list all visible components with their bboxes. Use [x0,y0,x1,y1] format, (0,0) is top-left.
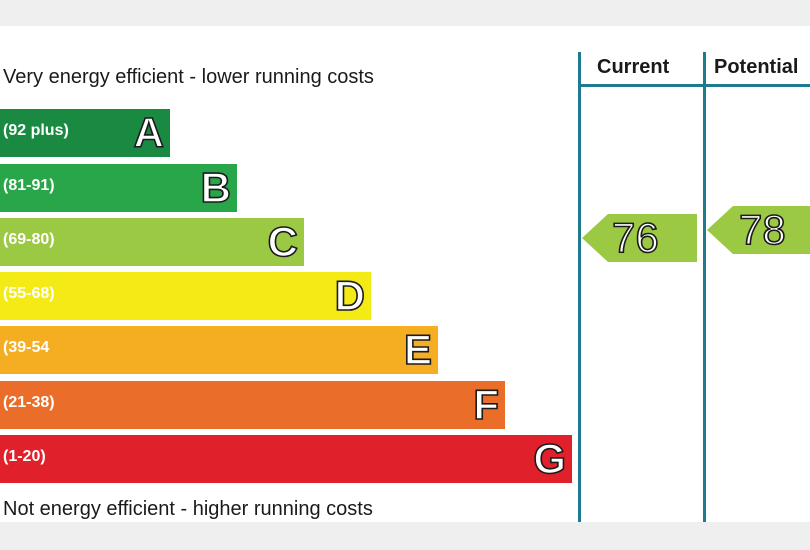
band-e-range: (39-54 [3,339,50,356]
potential-column-header: Potential [714,56,799,78]
band-f: (21-38) F [0,381,505,429]
band-d-range: (55-68) [3,285,55,302]
band-g-letter: G [533,435,567,483]
band-b-range: (81-91) [3,177,55,194]
current-rating-arrow: 76 [582,213,697,262]
band-c-range: (69-80) [3,231,55,248]
column-header-underline [578,84,810,87]
band-c: (69-80) C [0,218,304,266]
potential-rating-arrow-fill [707,206,810,254]
band-e-letter: E [403,326,433,374]
potential-rating-arrow: 78 [707,205,810,254]
band-a-range: (92 plus) [3,122,69,139]
band-g: (1-20) G [0,435,572,483]
band-d: (55-68) D [0,272,371,320]
band-e: (39-54 E [0,326,438,374]
current-rating-arrow-shape [582,214,697,262]
current-rating-value: 76 [611,213,659,262]
potential-rating-arrow-shape [707,206,810,254]
band-b-letter: B [200,164,232,212]
epc-chart: Very energy efficient - lower running co… [0,26,810,522]
current-column-left-divider [578,52,581,522]
band-d-letter: D [334,272,366,320]
band-g-range: (1-20) [3,448,46,465]
band-f-letter: F [473,381,500,429]
current-potential-divider [703,52,706,522]
band-c-letter: C [267,218,299,266]
band-b: (81-91) B [0,164,237,212]
top-caption: Very energy efficient - lower running co… [3,66,374,88]
current-column-header: Current [597,56,670,78]
potential-rating-value: 78 [738,205,786,254]
band-a-letter: A [133,109,165,157]
current-rating-arrow-fill [582,214,697,262]
band-a: (92 plus) A [0,109,170,157]
bottom-caption: Not energy efficient - higher running co… [3,498,373,520]
band-f-range: (21-38) [3,394,55,411]
